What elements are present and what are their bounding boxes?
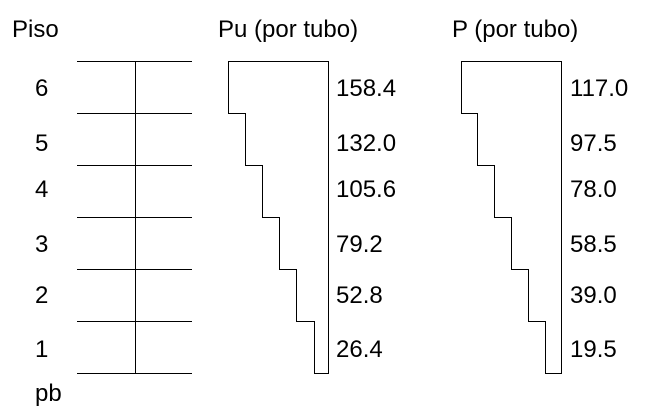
pu-value-3: 79.2 [336,231,383,258]
pu-value-5: 132.0 [336,130,396,157]
p-value-2: 39.0 [570,282,617,309]
pu-value-4: 105.6 [336,176,396,203]
p-value-4: 78.0 [570,176,617,203]
floor-label-1: 1 [35,336,48,363]
pu-header: Pu (por tubo) [218,16,358,43]
p-value-1: 19.5 [570,336,617,363]
pu-value-6: 158.4 [336,75,396,102]
pu-value-2: 52.8 [336,282,383,309]
p-value-6: 117.0 [570,75,628,102]
floor-label-5: 5 [35,130,48,157]
pu-value-1: 26.4 [336,336,383,363]
floor-label-2: 2 [35,282,48,309]
building-frame [77,61,192,374]
floor-label-4: 4 [35,176,48,203]
floor-header: Piso [12,16,59,43]
p-header: P (por tubo) [452,16,578,43]
p-value-3: 58.5 [570,231,617,258]
p-load-profile [461,61,562,374]
floor-label-pb: pb [35,380,62,407]
p-value-5: 97.5 [570,130,617,157]
pu-load-profile [228,61,329,374]
floor-label-6: 6 [35,75,48,102]
floor-label-3: 3 [35,231,48,258]
